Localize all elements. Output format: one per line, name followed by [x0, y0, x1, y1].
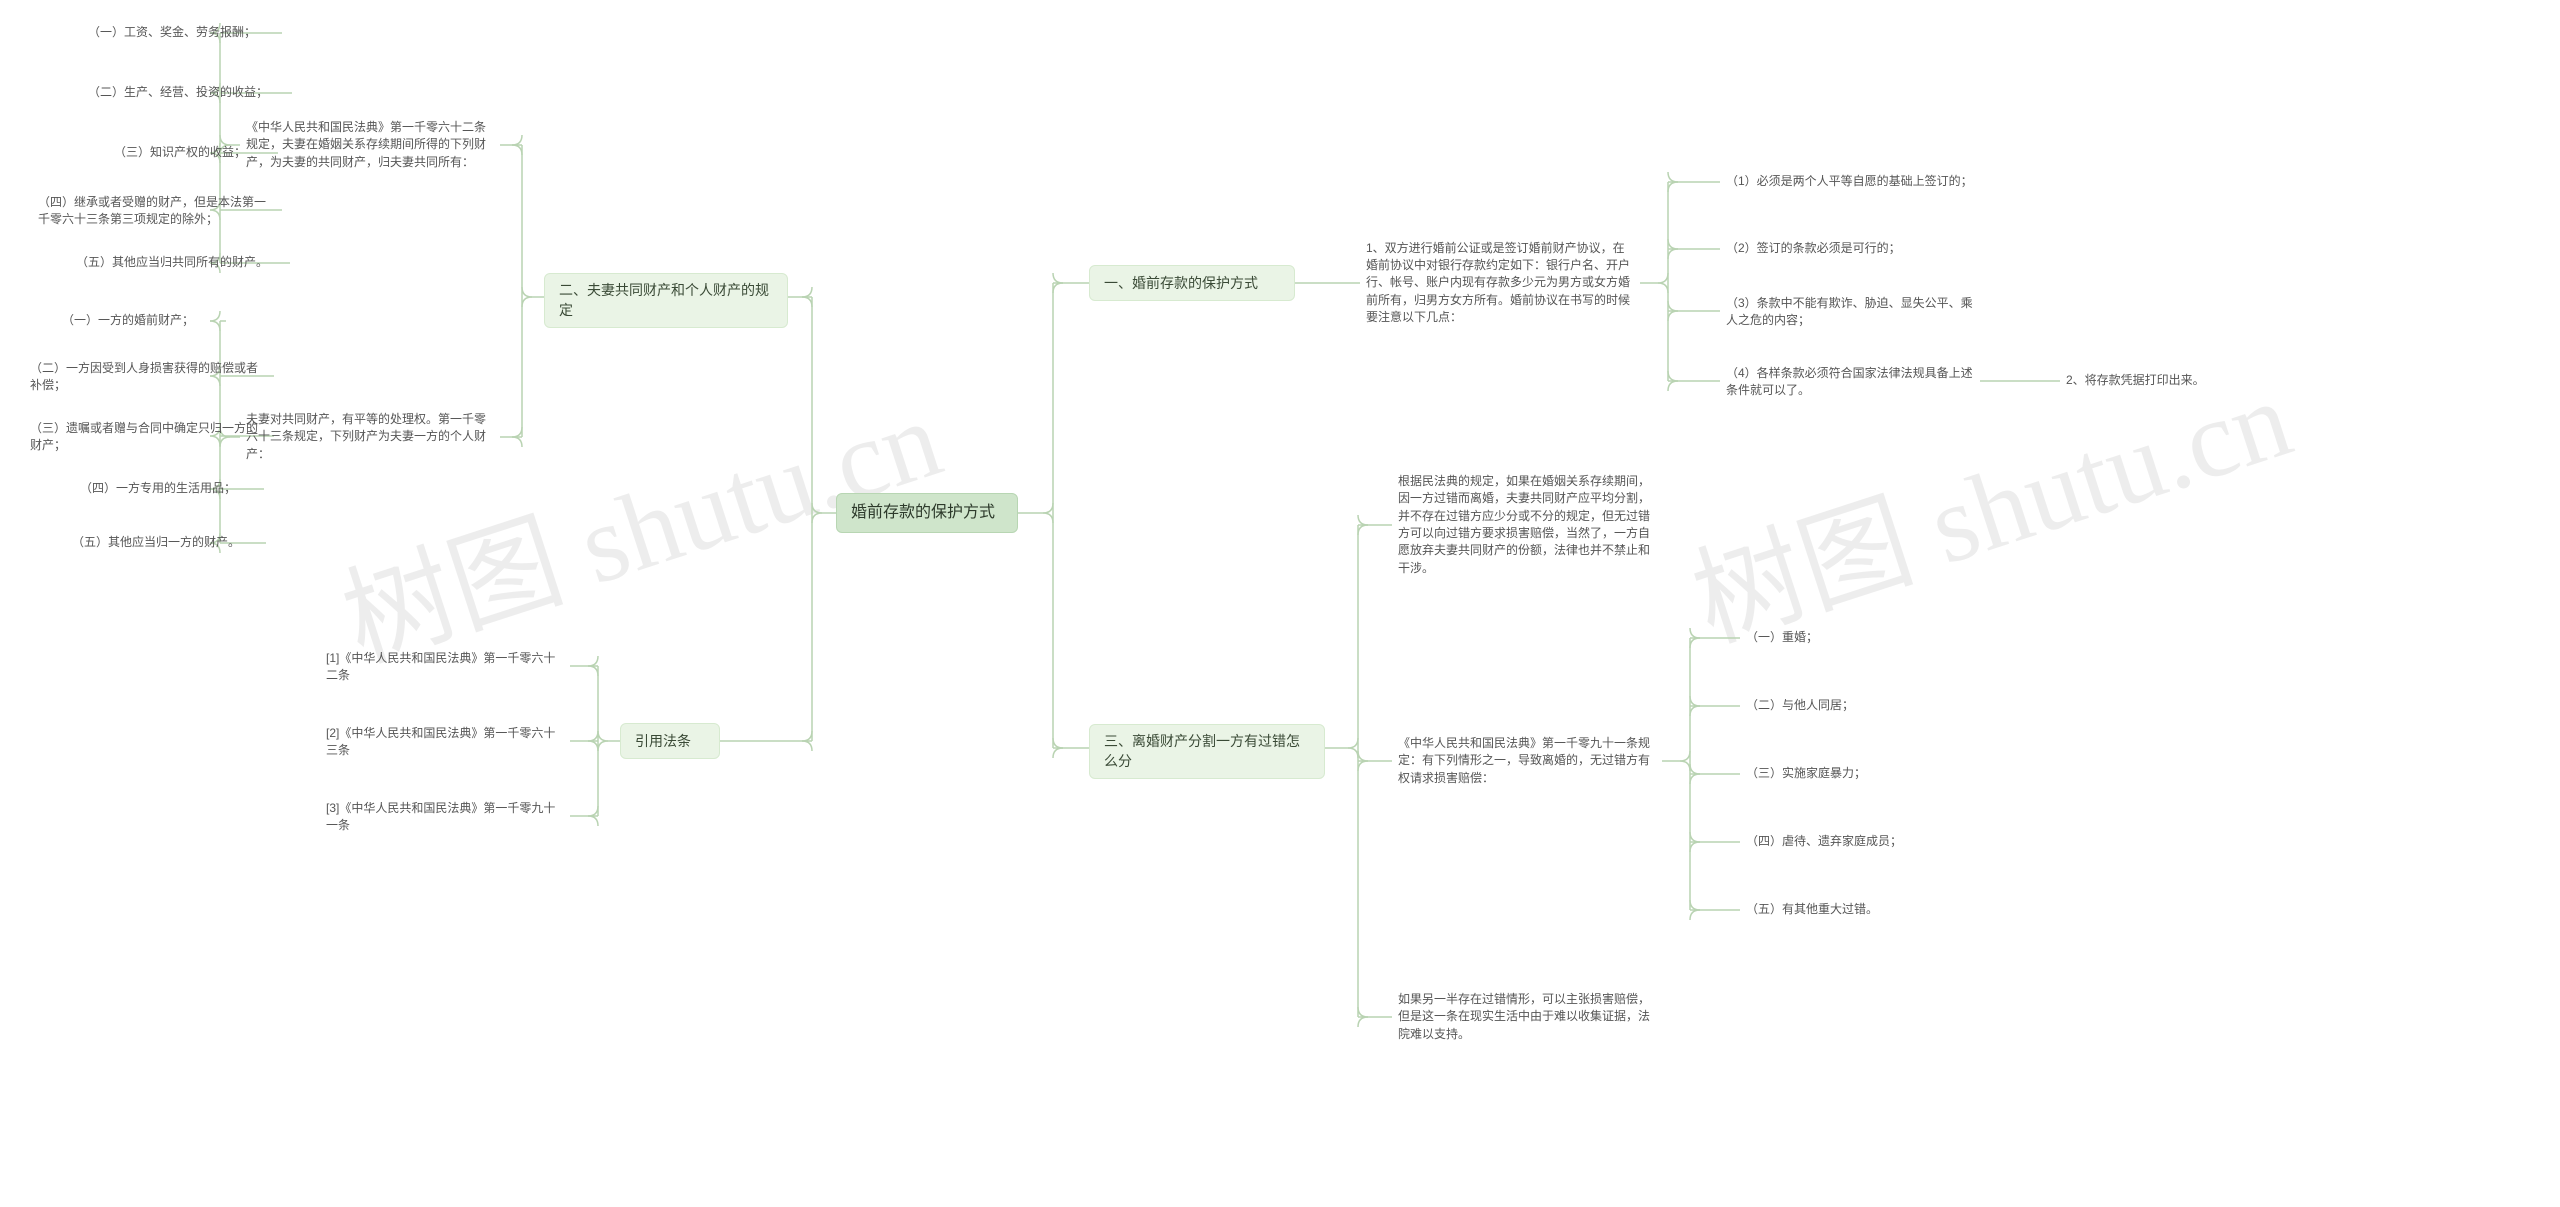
detail-node: [2]《中华人民共和国民法典》第一千零六十三条 — [320, 723, 570, 762]
leaf-node: （四）虐待、遗弃家庭成员； — [1740, 831, 1930, 853]
leaf-node: （3）条款中不能有欺诈、胁迫、显失公平、乘人之危的内容； — [1720, 293, 1980, 332]
leaf-node: （4）各样条款必须符合国家法律法规具备上述条件就可以了。 — [1720, 363, 1980, 402]
leaf-node: （三）知识产权的收益； — [108, 142, 278, 164]
detail-node: 根据民法典的规定，如果在婚姻关系存续期间，因一方过错而离婚，夫妻共同财产应平均分… — [1392, 460, 1662, 590]
detail-node: 1、双方进行婚前公证或是签订婚前财产协议，在婚前协议中对银行存款约定如下：银行户… — [1360, 224, 1640, 342]
detail-node: 如果另一半存在过错情形，可以主张损害赔偿，但是这一条在现实生活中由于难以收集证据… — [1392, 980, 1662, 1054]
leaf-node: （一）重婚； — [1740, 627, 1860, 649]
leaf-node: 2、将存款凭据打印出来。 — [2060, 370, 2230, 392]
leaf-node: （一）工资、奖金、劳务报酬； — [82, 22, 282, 44]
branch-node: 引用法条 — [620, 723, 720, 759]
leaf-node: （四）继承或者受赠的财产，但是本法第一千零六十三条第三项规定的除外； — [32, 192, 282, 231]
branch-node: 一、婚前存款的保护方式 — [1089, 265, 1295, 301]
leaf-node: （一）一方的婚前财产； — [56, 310, 226, 332]
leaf-node: （五）其他应当归一方的财产。 — [66, 532, 266, 554]
detail-node: [3]《中华人民共和国民法典》第一千零九十一条 — [320, 798, 570, 837]
leaf-node: （二）一方因受到人身损害获得的赔偿或者补偿； — [24, 358, 274, 397]
leaf-node: （四）一方专用的生活用品； — [74, 478, 264, 500]
mindmap-canvas: 树图 shutu.cn树图 shutu.cn婚前存款的保护方式一、婚前存款的保护… — [0, 0, 2560, 1207]
leaf-node: （三）实施家庭暴力； — [1740, 763, 1900, 785]
leaf-node: （二）与他人同居； — [1740, 695, 1890, 717]
branch-node: 二、夫妻共同财产和个人财产的规定 — [544, 273, 788, 328]
detail-node: [1]《中华人民共和国民法典》第一千零六十二条 — [320, 648, 570, 687]
detail-node: 《中华人民共和国民法典》第一千零九十一条规定：有下列情形之一，导致离婚的，无过错… — [1392, 724, 1662, 798]
leaf-node: （五）有其他重大过错。 — [1740, 899, 1910, 921]
leaf-node: （二）生产、经营、投资的收益； — [82, 82, 292, 104]
leaf-node: （2）签订的条款必须是可行的； — [1720, 238, 1970, 260]
leaf-node: （五）其他应当归共同所有的财产。 — [70, 252, 290, 274]
leaf-node: （1）必须是两个人平等自愿的基础上签订的； — [1720, 164, 1980, 200]
leaf-node: （三）遗嘱或者赠与合同中确定只归一方的财产； — [24, 418, 274, 457]
detail-node: 《中华人民共和国民法典》第一千零六十二条规定，夫妻在婚姻关系存续期间所得的下列财… — [240, 108, 500, 182]
detail-node: 夫妻对共同财产，有平等的处理权。第一千零六十三条规定，下列财产为夫妻一方的个人财… — [240, 400, 500, 474]
root-node: 婚前存款的保护方式 — [836, 493, 1018, 533]
branch-node: 三、离婚财产分割一方有过错怎么分 — [1089, 724, 1325, 779]
